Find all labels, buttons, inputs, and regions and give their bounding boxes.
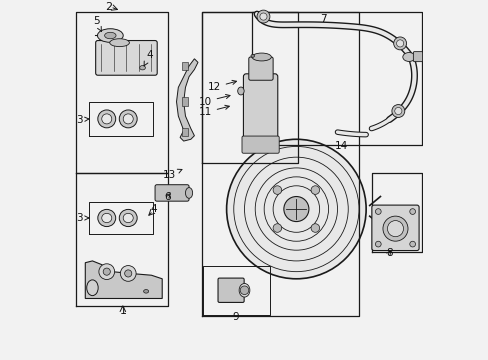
Circle shape — [124, 270, 132, 277]
Ellipse shape — [140, 66, 145, 70]
FancyBboxPatch shape — [218, 278, 244, 302]
Ellipse shape — [251, 53, 271, 61]
Ellipse shape — [143, 289, 148, 293]
Ellipse shape — [102, 114, 112, 124]
FancyBboxPatch shape — [243, 74, 277, 144]
Text: 6: 6 — [164, 192, 170, 202]
Bar — [182, 62, 188, 70]
Circle shape — [259, 13, 266, 20]
Ellipse shape — [237, 87, 244, 95]
Bar — [182, 128, 188, 136]
Circle shape — [409, 209, 415, 215]
Circle shape — [409, 241, 415, 247]
Text: 10: 10 — [198, 94, 229, 107]
Circle shape — [375, 209, 380, 215]
Text: 8: 8 — [386, 248, 392, 258]
Ellipse shape — [123, 114, 133, 124]
FancyBboxPatch shape — [155, 185, 189, 201]
Circle shape — [310, 186, 319, 194]
Ellipse shape — [386, 221, 403, 237]
Text: 5: 5 — [93, 16, 102, 32]
FancyBboxPatch shape — [371, 205, 418, 251]
Ellipse shape — [123, 213, 133, 222]
Circle shape — [120, 266, 136, 281]
Ellipse shape — [97, 29, 123, 42]
Circle shape — [273, 186, 281, 194]
Text: 3: 3 — [76, 114, 89, 125]
FancyBboxPatch shape — [96, 41, 157, 75]
Circle shape — [273, 224, 281, 232]
Circle shape — [240, 286, 248, 294]
FancyBboxPatch shape — [248, 57, 273, 80]
Circle shape — [396, 40, 403, 47]
Text: 13: 13 — [163, 169, 182, 180]
Bar — [182, 98, 188, 106]
Ellipse shape — [185, 188, 192, 198]
Circle shape — [283, 197, 308, 221]
Ellipse shape — [250, 54, 254, 57]
Ellipse shape — [109, 39, 129, 46]
Text: 4: 4 — [150, 204, 156, 214]
Circle shape — [226, 139, 366, 279]
Circle shape — [310, 224, 319, 232]
Ellipse shape — [104, 32, 116, 39]
Ellipse shape — [119, 110, 137, 128]
Text: 3: 3 — [76, 213, 89, 223]
Text: 4: 4 — [144, 50, 153, 66]
Polygon shape — [176, 59, 198, 141]
Ellipse shape — [119, 210, 137, 226]
FancyBboxPatch shape — [242, 136, 279, 153]
Circle shape — [99, 264, 114, 279]
Circle shape — [257, 10, 269, 23]
Circle shape — [394, 107, 401, 114]
Text: 11: 11 — [198, 105, 229, 117]
Circle shape — [391, 104, 404, 117]
Circle shape — [393, 37, 406, 50]
Ellipse shape — [102, 213, 112, 222]
Ellipse shape — [382, 216, 407, 241]
Ellipse shape — [86, 280, 98, 296]
Circle shape — [375, 241, 380, 247]
FancyBboxPatch shape — [412, 51, 422, 62]
Text: 2: 2 — [105, 2, 112, 12]
Text: 12: 12 — [207, 80, 236, 93]
Text: 9: 9 — [232, 312, 238, 322]
Text: 1: 1 — [119, 306, 126, 316]
Text: 14: 14 — [334, 141, 347, 152]
Polygon shape — [85, 261, 162, 298]
Text: 7: 7 — [319, 14, 326, 24]
Ellipse shape — [402, 53, 414, 62]
Ellipse shape — [98, 110, 116, 128]
Circle shape — [103, 268, 110, 275]
Ellipse shape — [98, 210, 116, 226]
Ellipse shape — [239, 283, 249, 297]
